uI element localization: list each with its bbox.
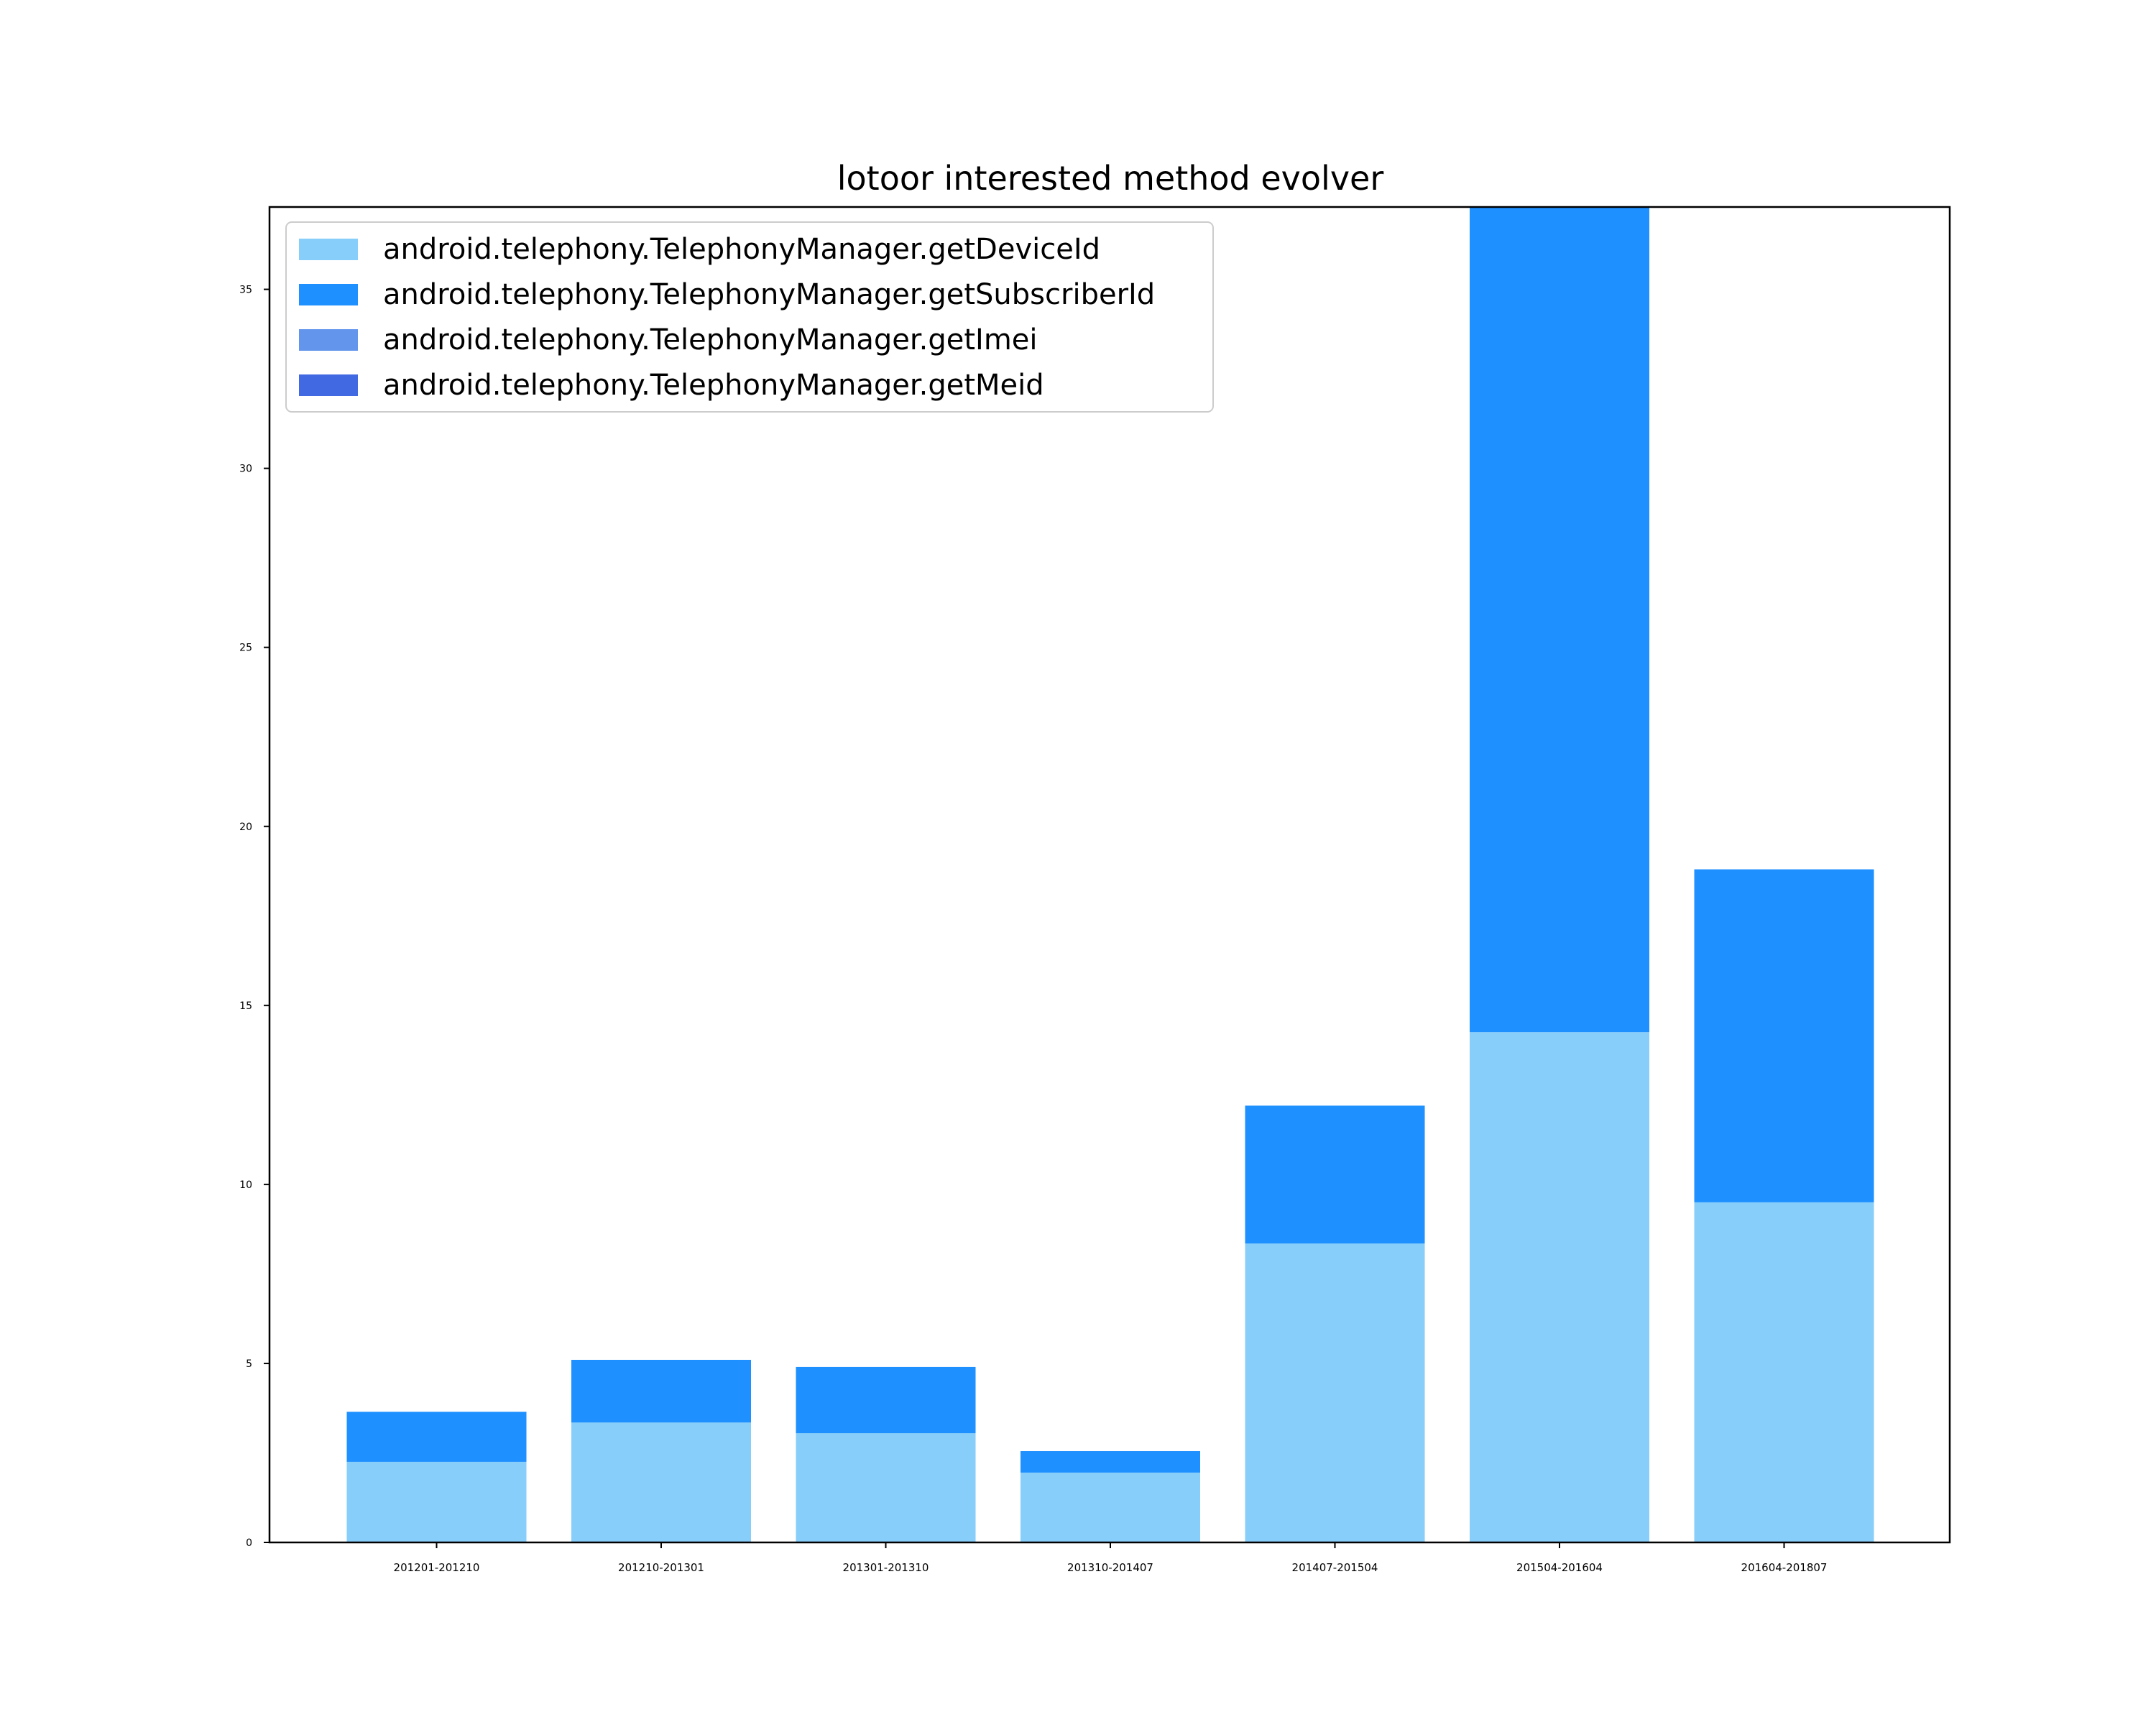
y-tick-label: 20	[239, 822, 252, 833]
legend-label: android.telephony.TelephonyManager.getSu…	[383, 278, 1155, 311]
legend-swatch	[299, 284, 358, 305]
bar-segment	[1245, 1105, 1425, 1244]
bar-segment	[571, 1422, 751, 1542]
y-tick-label: 30	[239, 464, 252, 475]
chart-title: lotoor interested method evolver	[837, 159, 1384, 198]
y-axis: 0 5 10 15 20 25 30 35	[239, 285, 270, 1549]
x-tick-label: 201201-201210	[394, 1561, 480, 1574]
legend-swatch	[299, 329, 358, 351]
y-tick-label: 35	[239, 285, 252, 296]
legend: android.telephony.TelephonyManager.getDe…	[285, 221, 1214, 413]
legend-box	[285, 221, 1214, 413]
bar-segment	[346, 1461, 527, 1542]
bars-layer	[346, 207, 1874, 1542]
bar-segment	[1245, 1243, 1425, 1542]
bar-segment	[1021, 1472, 1200, 1542]
bar-segment	[1694, 869, 1874, 1202]
legend-swatch	[299, 374, 358, 396]
x-axis: 201201-201210 201210-201301 201301-201310 2…	[394, 1542, 1828, 1574]
x-tick-label: 201407-201504	[1292, 1561, 1378, 1574]
bar-segment	[796, 1366, 976, 1434]
x-tick-label: 201210-201301	[618, 1561, 704, 1574]
bar-segment	[1470, 207, 1649, 1033]
x-tick-label: 201301-201310	[843, 1561, 929, 1574]
y-tick-label: 5	[246, 1358, 252, 1370]
y-tick-label: 10	[239, 1179, 252, 1191]
x-tick-label: 201504-201604	[1516, 1561, 1603, 1574]
legend-label: android.telephony.TelephonyManager.getDe…	[383, 233, 1100, 266]
x-tick-label: 201604-201807	[1741, 1561, 1828, 1574]
bar-segment	[1470, 1032, 1649, 1542]
y-tick-label: 25	[239, 643, 252, 654]
bar-segment	[571, 1359, 751, 1423]
y-tick-label: 15	[239, 1000, 252, 1012]
legend-label: android.telephony.TelephonyManager.getMe…	[383, 369, 1044, 402]
x-tick-label: 201310-201407	[1067, 1561, 1153, 1574]
legend-swatch	[299, 239, 358, 260]
bar-segment	[796, 1433, 976, 1542]
bar-segment	[1694, 1202, 1874, 1542]
bar-segment	[1021, 1450, 1200, 1473]
y-tick-label: 0	[246, 1537, 252, 1549]
legend-label: android.telephony.TelephonyManager.getIm…	[383, 323, 1038, 356]
bar-segment	[346, 1412, 527, 1462]
